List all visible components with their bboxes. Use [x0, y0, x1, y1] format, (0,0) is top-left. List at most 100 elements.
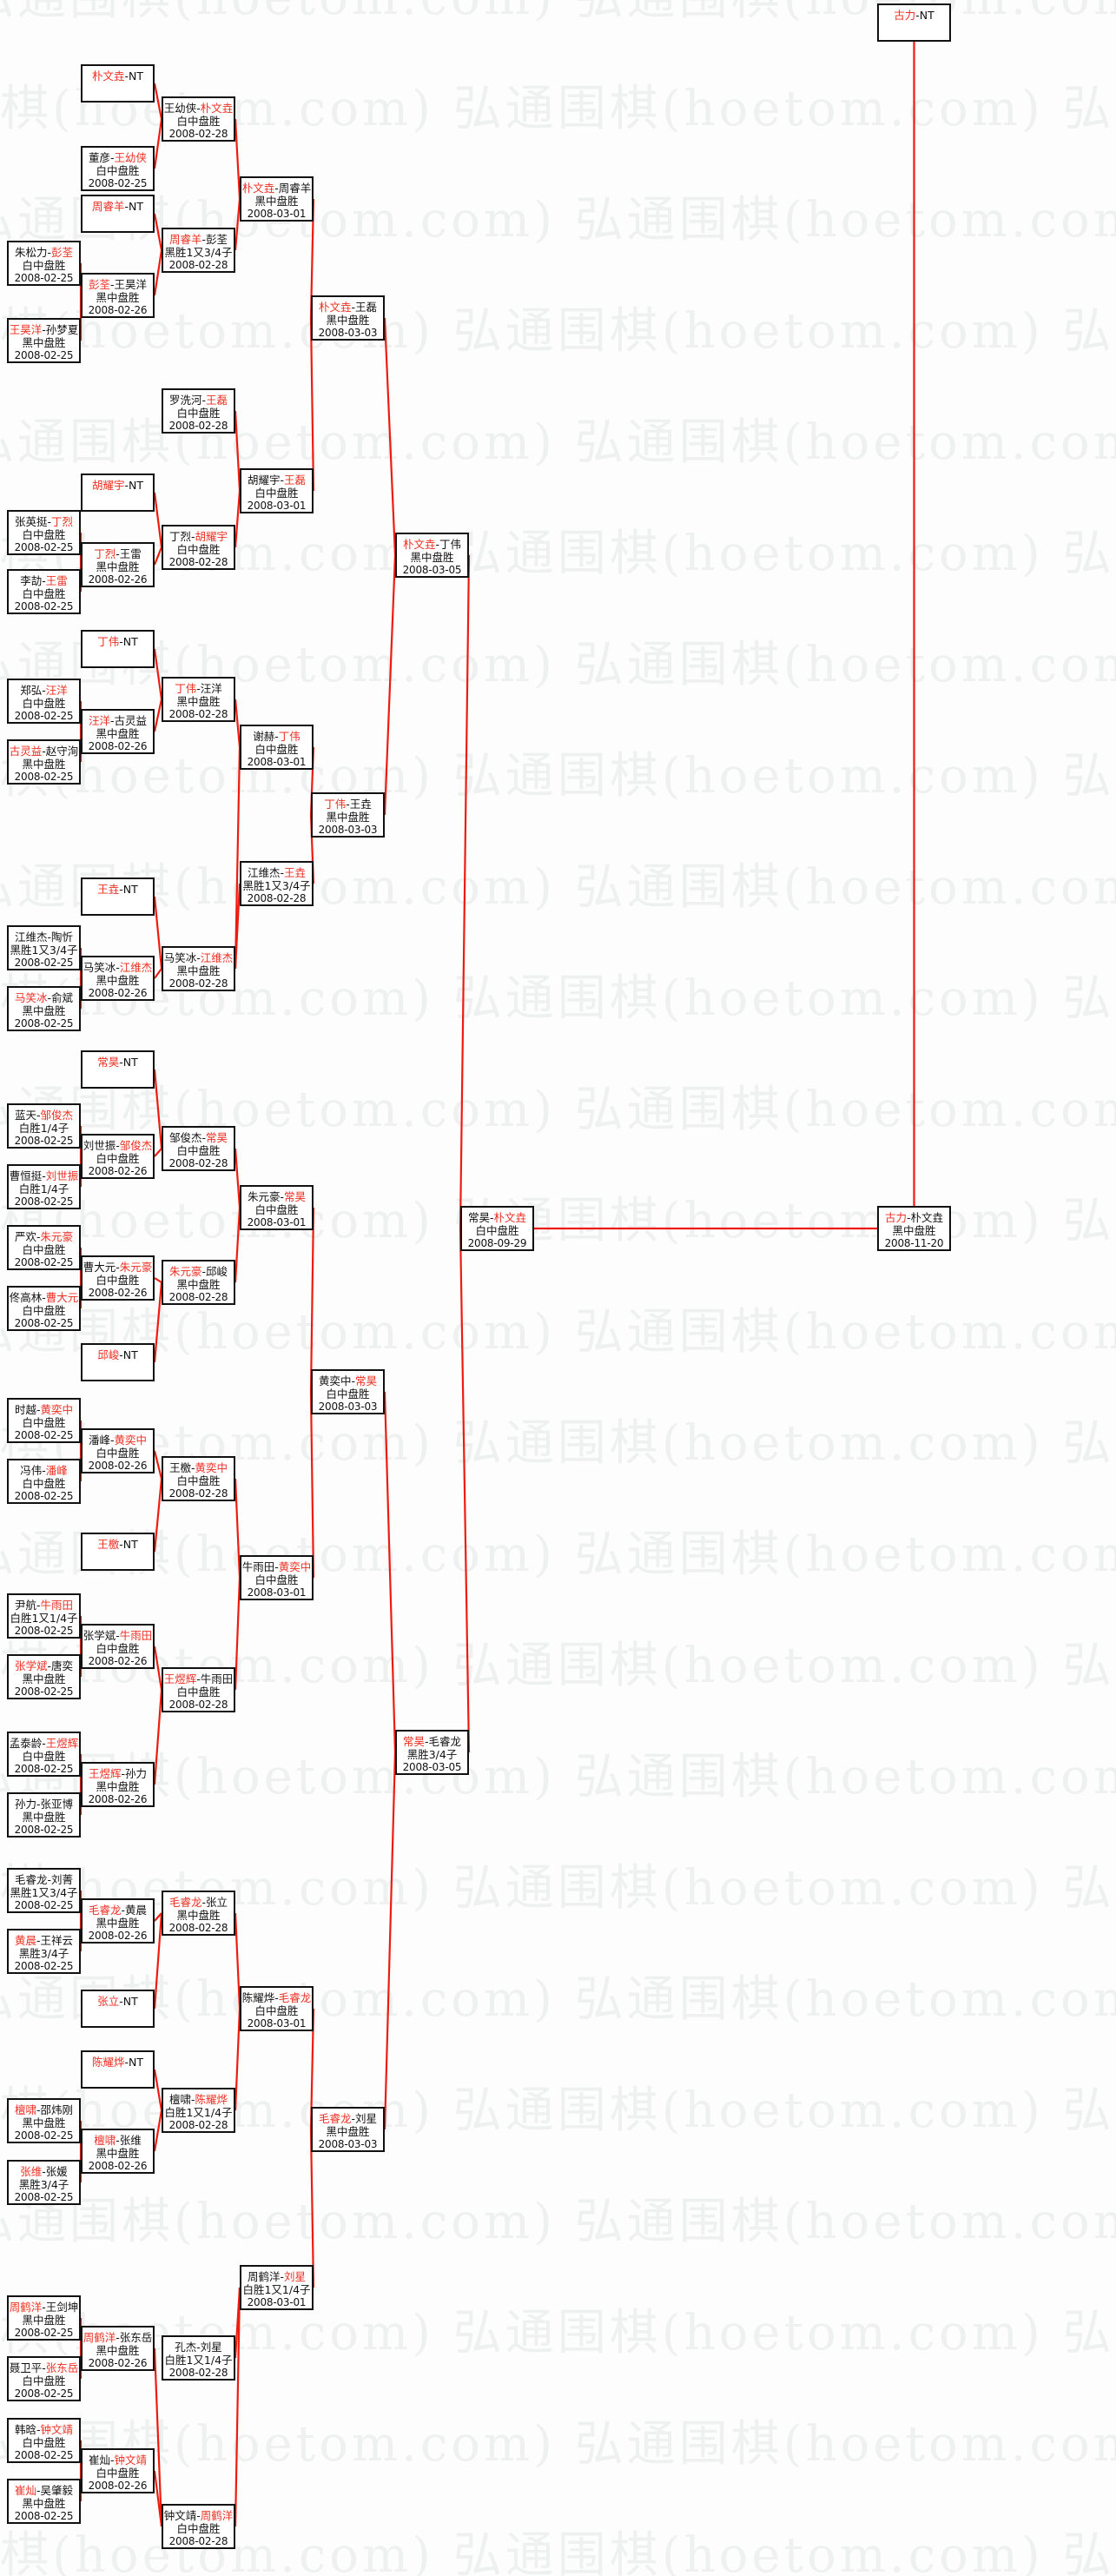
bracket-match-box[interactable]: 毛睿龙-刘菁 黑胜1又3/4子 2008-02-25	[7, 1868, 81, 1913]
bracket-bye-box[interactable]: 胡耀宇-NT	[81, 473, 155, 512]
match-title: 周睿羊-彭荃	[168, 233, 228, 246]
match-date: 2008-02-28	[168, 556, 228, 568]
bracket-match-box[interactable]: 黄奕中-常昊 白中盘胜 2008-03-03	[311, 1369, 385, 1414]
bracket-match-box[interactable]: 陈耀烨-毛睿龙 白中盘胜 2008-03-01	[240, 1986, 314, 2031]
bracket-match-box[interactable]: 周睿羊-彭荃 黑胜1又3/4子 2008-02-28	[162, 228, 235, 273]
match-result: 黑中盘胜	[22, 2314, 66, 2327]
bracket-match-box[interactable]: 胡耀宇-王磊 白中盘胜 2008-03-01	[240, 468, 314, 513]
bracket-match-box[interactable]: 毛睿龙-刘星 黑中盘胜 2008-03-03	[311, 2107, 385, 2152]
bracket-match-box[interactable]: 朱松力-彭荃 白中盘胜 2008-02-25	[7, 241, 81, 286]
bracket-match-box[interactable]: 王昊洋-孙梦夏 黑中盘胜 2008-02-25	[7, 318, 81, 363]
bracket-match-box[interactable]: 丁烈-胡耀宇 白中盘胜 2008-02-28	[162, 525, 235, 570]
match-date: 2008-03-03	[318, 824, 378, 836]
bracket-match-box[interactable]: 江维杰-陶忻 黑胜1又3/4子 2008-02-25	[7, 925, 81, 970]
bracket-match-box[interactable]: 邹俊杰-常昊 白中盘胜 2008-02-28	[162, 1126, 235, 1171]
bracket-match-box[interactable]: 佟高林-曹大元 白中盘胜 2008-02-25	[7, 1286, 81, 1331]
bracket-match-box[interactable]: 常昊-毛睿龙 黑胜3/4子 2008-03-05	[395, 1730, 469, 1775]
bracket-match-box[interactable]: 江维杰-王垚 黑胜1又3/4子 2008-02-28	[240, 861, 314, 906]
bracket-match-box[interactable]: 张学斌-牛雨田 白中盘胜 2008-02-26	[81, 1624, 155, 1669]
bracket-match-box[interactable]: 马笑冰-江维杰 黑中盘胜 2008-02-26	[81, 956, 155, 1001]
bracket-match-box[interactable]: 钟文靖-周鹤洋 白中盘胜 2008-02-28	[162, 2504, 235, 2549]
bracket-match-box[interactable]: 牛雨田-黄奕中 白中盘胜 2008-03-01	[240, 1555, 314, 1600]
match-date: 2008-02-25	[14, 2449, 74, 2461]
bracket-match-box[interactable]: 时越-黄奕中 白中盘胜 2008-02-25	[7, 1398, 81, 1443]
bracket-match-box[interactable]: 崔灿-吴肇毅 黑中盘胜 2008-02-25	[7, 2479, 81, 2524]
bracket-bye-box[interactable]: 朴文垚-NT	[81, 64, 155, 103]
match-result: 黑胜1又3/4子	[10, 944, 78, 957]
bracket-match-box[interactable]: 马笑冰-俞斌 黑中盘胜 2008-02-25	[7, 986, 81, 1031]
bracket-match-box[interactable]: 汪洋-古灵益 黑中盘胜 2008-02-26	[81, 709, 155, 754]
bracket-match-box[interactable]: 潘峰-黄奕中 白中盘胜 2008-02-26	[81, 1428, 155, 1473]
bracket-match-box[interactable]: 郑弘-汪洋 白中盘胜 2008-02-25	[7, 679, 81, 724]
bracket-match-box[interactable]: 檀啸-邵炜刚 黑中盘胜 2008-02-25	[7, 2098, 81, 2143]
bracket-match-box[interactable]: 张英挺-丁烈 白中盘胜 2008-02-25	[7, 510, 81, 555]
bracket-match-box[interactable]: 朱元豪-常昊 白中盘胜 2008-03-01	[240, 1185, 314, 1230]
bracket-match-box[interactable]: 周鹤洋-王剑坤 黑中盘胜 2008-02-25	[7, 2295, 81, 2341]
bracket-match-box[interactable]: 曹恒挺-刘世振 白胜1/4子 2008-02-25	[7, 1164, 81, 1209]
bracket-match-box[interactable]: 周鹤洋-张东岳 黑中盘胜 2008-02-26	[81, 2326, 155, 2371]
bracket-bye-box[interactable]: 周睿羊-NT	[81, 195, 155, 233]
bracket-bye-box[interactable]: 张立-NT	[81, 1990, 155, 2028]
match-result: 黑胜3/4子	[18, 2178, 69, 2191]
bracket-match-box[interactable]: 朴文垚-王磊 黑中盘胜 2008-03-03	[311, 295, 385, 341]
match-result: 白胜1又1/4子	[164, 2354, 233, 2367]
match-title: 常昊-朴文垚	[467, 1211, 527, 1224]
bracket-match-box[interactable]: 檀啸-陈耀烨 白胜1又1/4子 2008-02-28	[162, 2088, 235, 2133]
match-title: 曹大元-朱元豪	[83, 1261, 153, 1274]
bracket-match-box[interactable]: 李劼-王雷 白中盘胜 2008-02-25	[7, 569, 81, 614]
match-date: 2008-11-20	[884, 1237, 944, 1249]
bracket-match-box[interactable]: 孟泰龄-王煜辉 白中盘胜 2008-02-25	[7, 1732, 81, 1777]
bracket-match-box[interactable]: 檀啸-张维 黑中盘胜 2008-02-26	[81, 2129, 155, 2174]
bracket-match-box[interactable]: 王煜辉-牛雨田 白中盘胜 2008-02-28	[162, 1667, 235, 1712]
bracket-match-box[interactable]: 谢赫-丁伟 白中盘胜 2008-03-01	[240, 725, 314, 770]
bracket-match-box[interactable]: 王幼侠-朴文垚 白中盘胜 2008-02-28	[162, 96, 235, 142]
bracket-match-box[interactable]: 孔杰-刘星 白胜1又1/4子 2008-02-28	[162, 2335, 235, 2381]
bracket-match-box[interactable]: 常昊-朴文垚 白中盘胜 2008-09-29	[460, 1206, 534, 1251]
match-title: 汪洋-古灵益	[88, 714, 148, 727]
bracket-bye-box[interactable]: 常昊-NT	[81, 1050, 155, 1089]
bracket-bye-box[interactable]: 王垚-NT	[81, 877, 155, 916]
bracket-match-box[interactable]: 张学斌-唐奕 黑中盘胜 2008-02-25	[7, 1654, 81, 1699]
watermark-text: 弘通围棋(hoetom.com) 弘通围棋(hoetom.com) 弘通围棋(h…	[0, 859, 1116, 916]
bracket-match-box[interactable]: 孙力-张亚博 黑中盘胜 2008-02-25	[7, 1792, 81, 1838]
bracket-match-box[interactable]: 韩晗-钟文靖 白中盘胜 2008-02-25	[7, 2418, 81, 2463]
bracket-match-box[interactable]: 罗洗河-王磊 白中盘胜 2008-02-28	[162, 388, 235, 434]
match-title: 王幼侠-朴文垚	[163, 102, 234, 115]
bracket-match-box[interactable]: 丁烈-王雷 黑中盘胜 2008-02-26	[81, 542, 155, 587]
bracket-match-box[interactable]: 丁伟-王垚 黑中盘胜 2008-03-03	[311, 792, 385, 838]
bracket-match-box[interactable]: 朱元豪-邱峻 黑中盘胜 2008-02-28	[162, 1260, 235, 1305]
bracket-match-box[interactable]: 周鹤洋-刘星 白胜1又1/4子 2008-03-01	[240, 2265, 314, 2310]
bracket-final-box[interactable]: 古力-朴文垚 黑中盘胜 2008-11-20	[877, 1206, 951, 1251]
bracket-match-box[interactable]: 尹航-牛雨田 白胜1又1/4子 2008-02-25	[7, 1593, 81, 1639]
bracket-match-box[interactable]: 蓝天-邹俊杰 白胜1/4子 2008-02-25	[7, 1103, 81, 1149]
bracket-match-box[interactable]: 张维-张媛 黑胜3/4子 2008-02-25	[7, 2160, 81, 2205]
bracket-match-box[interactable]: 崔灿-钟文靖 白中盘胜 2008-02-26	[81, 2448, 155, 2493]
bracket-match-box[interactable]: 王檄-黄奕中 白中盘胜 2008-02-28	[162, 1456, 235, 1501]
bracket-match-box[interactable]: 王煜辉-孙力 黑中盘胜 2008-02-26	[81, 1762, 155, 1807]
match-result: 白胜1又1/4子	[164, 2106, 233, 2119]
match-title: 崔灿-钟文靖	[88, 2453, 148, 2467]
bracket-match-box[interactable]: 马笑冰-江维杰 黑中盘胜 2008-02-28	[162, 946, 235, 991]
bracket-match-box[interactable]: 朴文垚-周睿羊 黑中盘胜 2008-03-01	[240, 176, 314, 222]
bracket-match-box[interactable]: 彭荃-王昊洋 黑中盘胜 2008-02-26	[81, 273, 155, 318]
bracket-match-box[interactable]: 曹大元-朱元豪 白中盘胜 2008-02-26	[81, 1255, 155, 1301]
bracket-match-box[interactable]: 董彦-王幼侠 白中盘胜 2008-02-25	[81, 146, 155, 191]
match-title: 董彦-王幼侠	[88, 151, 148, 164]
bracket-bye-box[interactable]: 古力-NT	[877, 3, 951, 42]
bracket-bye-box[interactable]: 王檄-NT	[81, 1533, 155, 1571]
bracket-bye-box[interactable]: 邱峻-NT	[81, 1343, 155, 1381]
match-result: 黑中盘胜	[22, 336, 66, 349]
bracket-match-box[interactable]: 丁伟-汪洋 黑中盘胜 2008-02-28	[162, 677, 235, 722]
bracket-match-box[interactable]: 严欢-朱元豪 白中盘胜 2008-02-25	[7, 1225, 81, 1270]
match-title: 檀啸-陈耀烨	[168, 2093, 228, 2106]
bracket-bye-box[interactable]: 丁伟-NT	[81, 630, 155, 668]
bracket-match-box[interactable]: 古灵益-赵守洵 黑中盘胜 2008-02-25	[7, 739, 81, 785]
bracket-match-box[interactable]: 刘世振-邹俊杰 白中盘胜 2008-02-26	[81, 1134, 155, 1179]
bracket-match-box[interactable]: 聂卫平-张东岳 白中盘胜 2008-02-25	[7, 2356, 81, 2401]
bracket-match-box[interactable]: 毛睿龙-张立 黑中盘胜 2008-02-28	[162, 1891, 235, 1936]
bracket-match-box[interactable]: 冯伟-潘峰 白中盘胜 2008-02-25	[7, 1459, 81, 1504]
bracket-bye-box[interactable]: 陈耀烨-NT	[81, 2050, 155, 2089]
bracket-match-box[interactable]: 毛睿龙-黄晨 黑中盘胜 2008-02-26	[81, 1898, 155, 1944]
bracket-match-box[interactable]: 黄晨-王祥云 黑胜3/4子 2008-02-25	[7, 1929, 81, 1974]
bracket-match-box[interactable]: 朴文垚-丁伟 黑中盘胜 2008-03-05	[395, 533, 469, 578]
